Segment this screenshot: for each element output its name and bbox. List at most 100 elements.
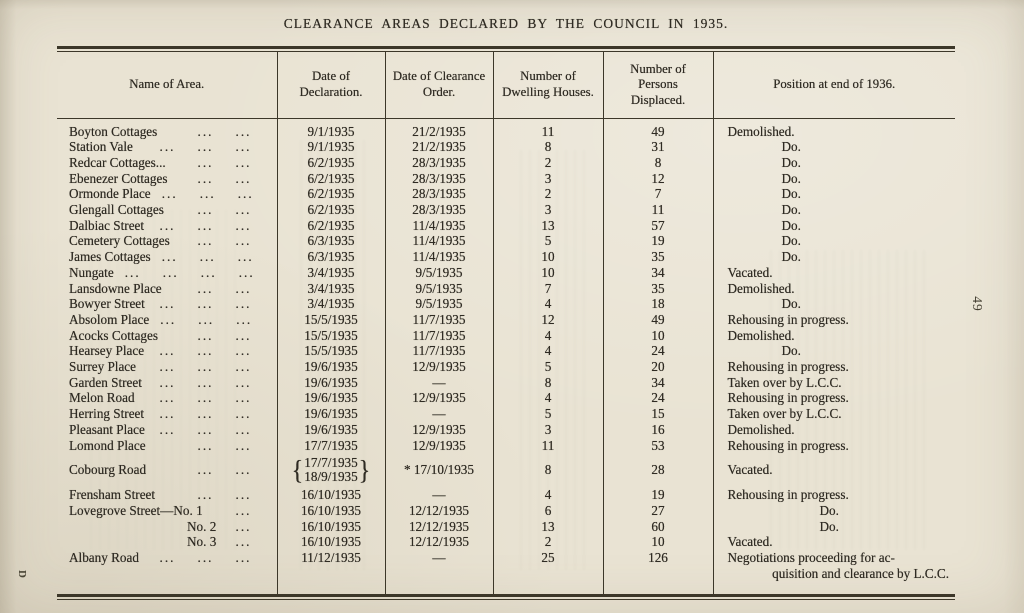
- leader-dots: ...: [199, 186, 216, 202]
- clearance-order-date-cell: 12/9/1935: [384, 359, 493, 375]
- area-name-cell: Frensham Street......: [57, 487, 277, 503]
- table-row: Cobourg Road......{17/7/1935 18/9/1935} * …: [57, 453, 955, 488]
- persons-displaced-cell: 19: [602, 233, 713, 250]
- leader-dots: ...: [235, 327, 252, 343]
- area-name: Nungate: [69, 264, 114, 280]
- area-name-cell: Ormonde Place.........: [57, 186, 277, 202]
- dwelling-houses-cell: 10: [492, 264, 603, 281]
- table-row: Nungate............ 3/4/1935 9/5/1935 10 34 V…: [57, 264, 955, 281]
- page-title: CLEARANCE AREAS DECLARED BY THE COUNCIL …: [283, 16, 729, 31]
- table-row: Frensham Street...... 16/10/1935—4 19 Rehou…: [57, 487, 955, 503]
- declaration-date-cell: 6/3/1935: [276, 233, 385, 250]
- area-name: Lovegrove Street—No. 1: [69, 502, 203, 518]
- leader-dots: ...: [159, 343, 176, 359]
- area-name-cell: Melon Road.........: [57, 390, 277, 406]
- position-text-line: quisition and clearance by L.C.C.: [772, 565, 949, 581]
- declaration-date-cell: 19/6/1935: [276, 390, 385, 407]
- area-name-cell: Lovegrove Street—No. 1...: [57, 503, 277, 519]
- table-row: Bowyer Street......... 3/4/1935 9/5/1935 4 1…: [57, 296, 955, 312]
- declaration-date-cell: 15/5/1935: [276, 327, 385, 344]
- header-row: Name of Area. Date of Declaration. Date …: [57, 52, 955, 119]
- area-name-cell: Ebenezer Cottages......: [57, 171, 277, 187]
- table-row: Melon Road......... 19/6/1935 12/9/1935 4 24…: [57, 390, 955, 407]
- clearance-order-date-cell: 12/12/1935: [384, 518, 493, 535]
- clearance-order-date-cell: 9/5/1935: [384, 296, 493, 312]
- leader-dots: ...: [159, 374, 176, 390]
- leader-dots: ...: [235, 534, 252, 550]
- area-name: Surrey Place: [69, 359, 137, 375]
- area-name: Bowyer Street: [69, 296, 145, 312]
- leader-dots: ...: [197, 437, 214, 453]
- position-cell: Rehousing in progress.: [712, 487, 955, 503]
- dwelling-houses-cell: 8: [492, 139, 603, 155]
- dwelling-houses-cell: 5: [492, 359, 603, 375]
- table-row-spacer: [57, 581, 955, 595]
- area-name: Ormonde Place: [69, 186, 151, 202]
- leader-dots: ...: [159, 421, 176, 437]
- area-name-cell: Cobourg Road......: [57, 453, 277, 487]
- dwelling-houses-cell: 10: [492, 249, 603, 265]
- leader-dots: ...: [235, 550, 252, 566]
- leader-dots: ...: [159, 550, 176, 566]
- clearance-order-date-cell: 11/7/1935: [384, 343, 493, 360]
- clearance-order-date-cell: —: [384, 374, 493, 391]
- area-name: Herring Street: [69, 406, 145, 422]
- position-cell: Do.: [712, 217, 955, 234]
- dwelling-houses-cell: 12: [492, 311, 603, 328]
- area-name-cell: Surrey Place.........: [57, 359, 277, 375]
- leader-dots: ...: [160, 311, 177, 327]
- table-row: Cemetery Cottages...... 6/3/1935 11/4/1935…: [57, 233, 955, 250]
- persons-displaced-cell: 57: [602, 217, 713, 234]
- area-name: Dalbiac Street: [69, 217, 145, 233]
- area-name-cell: No. 3...: [57, 534, 277, 550]
- area-name: James Cottages: [69, 249, 151, 265]
- declaration-date-cell: 17/7/1935: [276, 437, 385, 454]
- persons-displaced-cell: 53: [602, 437, 713, 454]
- area-name-cell: Lomond Place......: [57, 438, 277, 454]
- persons-displaced-cell: 8: [602, 154, 713, 171]
- clearance-order-date-cell: 12/9/1935: [384, 437, 493, 454]
- leader-dots: ...: [198, 311, 215, 327]
- leader-dots: ...: [197, 390, 214, 406]
- dwelling-houses-cell: 5: [492, 406, 603, 422]
- persons-displaced-cell: 49: [602, 118, 713, 140]
- area-name-cell: Cemetery Cottages......: [57, 233, 277, 249]
- dwelling-houses-cell: 4: [492, 343, 603, 360]
- position-cell: Vacated.: [712, 453, 955, 488]
- persons-displaced-cell: 11: [602, 202, 713, 218]
- dwelling-houses-cell: 7: [492, 280, 603, 297]
- persons-displaced-cell: 31: [602, 139, 713, 155]
- column-header-position-at-end-of-1936: Position at end of 1936.: [712, 52, 955, 119]
- position-cell: Do.: [712, 202, 955, 218]
- leader-dots: ...: [197, 280, 214, 296]
- leader-dots: ...: [197, 359, 214, 375]
- table-top-rule: [57, 46, 955, 52]
- area-name-cell: Nungate............: [57, 265, 277, 281]
- persons-displaced-cell: 34: [602, 374, 713, 391]
- persons-displaced-cell: 24: [602, 343, 713, 360]
- area-name-cell: James Cottages.........: [57, 249, 277, 265]
- area-name-cell: Lansdowne Place......: [57, 281, 277, 297]
- table-row: Absolom Place......... 15/5/1935 11/7/1935…: [57, 311, 955, 328]
- area-name: Frensham Street: [69, 487, 156, 503]
- declaration-date-cell: 9/1/1935: [276, 139, 385, 155]
- column-header-date-of-clearance-order: Date of Clearance Order.: [384, 52, 493, 119]
- table-row: No. 2... 16/10/1935 12/12/1935 13 60 Do.: [57, 518, 955, 535]
- persons-displaced-cell: 15: [602, 406, 713, 422]
- table-bottom-rule: [57, 594, 955, 601]
- position-cell: Negotiations proceeding for ac-quisition…: [712, 550, 955, 582]
- declaration-date-cell: 16/10/1935: [276, 487, 385, 503]
- area-name: Albany Road: [69, 550, 139, 566]
- area-name: Lansdowne Place: [69, 280, 162, 296]
- area-name-cell: Glengall Cottages......: [57, 202, 277, 218]
- declaration-date-cell: 19/6/1935: [276, 374, 385, 391]
- persons-displaced-cell: 20: [602, 359, 713, 375]
- position-cell: Do.: [712, 518, 955, 535]
- declaration-date-cell: {17/7/1935 18/9/1935}: [276, 453, 385, 488]
- persons-displaced-cell: 35: [602, 249, 713, 265]
- dwelling-houses-cell: 5: [492, 233, 603, 250]
- leader-dots: ...: [235, 123, 252, 139]
- leader-dots: ...: [159, 406, 176, 422]
- area-name: Redcar Cottages...: [69, 154, 166, 170]
